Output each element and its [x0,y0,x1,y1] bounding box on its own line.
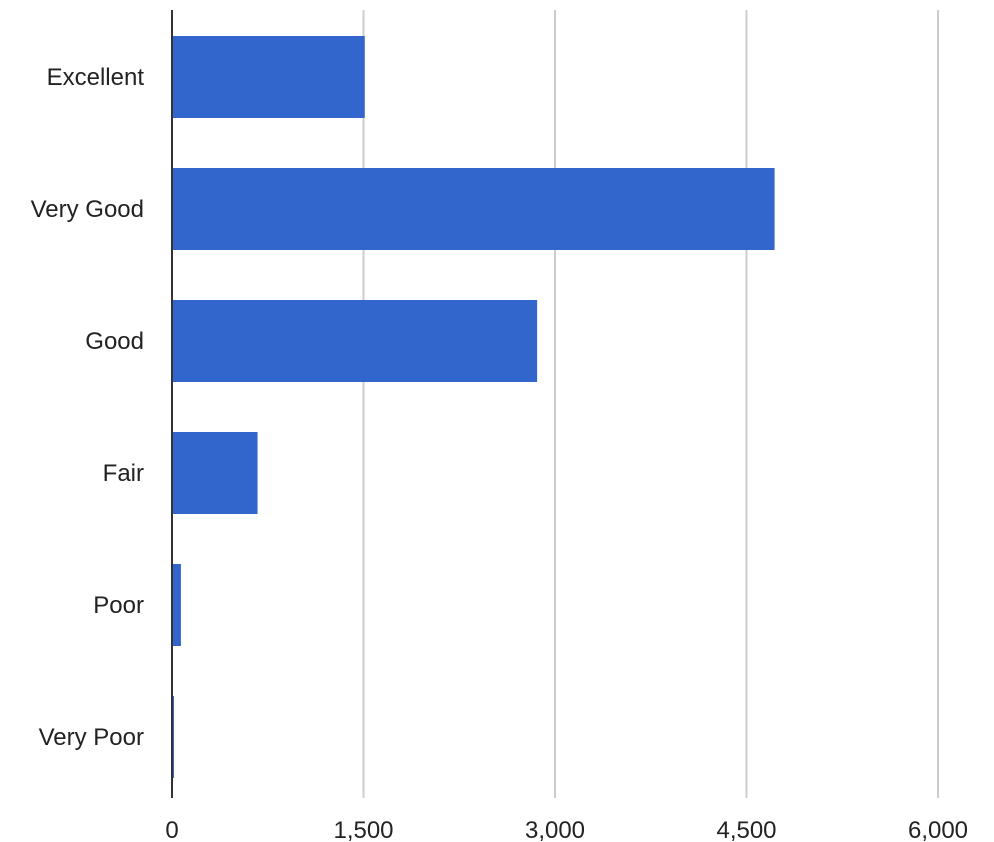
bar-good[interactable] [172,300,538,382]
bars [172,36,775,778]
x-tick-label-4500: 4,500 [716,817,776,842]
x-tick-label-0: 0 [165,817,178,842]
bar-very-good[interactable] [172,168,775,250]
bar-poor[interactable] [172,564,181,646]
x-tick-label-1500: 1,500 [333,817,393,842]
gridlines [362,10,939,798]
category-label-poor: Poor [93,592,144,619]
category-label-very-poor: Very Poor [39,724,144,751]
category-label-fair: Fair [103,460,144,487]
x-tick-label-3000: 3,000 [525,817,585,842]
bar-excellent[interactable] [172,36,365,118]
x-tick-label-6000: 6,000 [908,817,968,842]
bar-fair[interactable] [172,432,258,514]
labels: Excellent Very Good Good Fair Poor Very Poor 0… [31,64,968,842]
category-label-good: Good [85,328,144,355]
category-label-very-good: Very Good [31,196,144,223]
category-label-excellent: Excellent [47,64,145,91]
